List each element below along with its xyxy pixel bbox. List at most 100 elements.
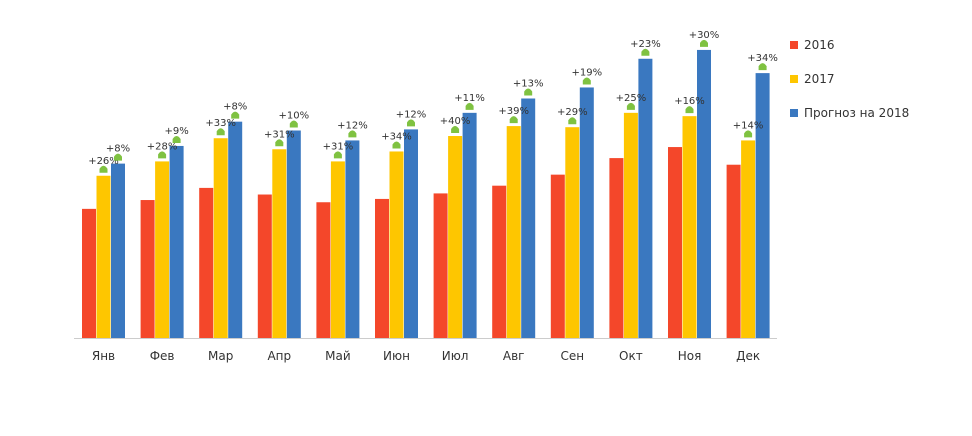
growth-labels-group: +26%+8% +28%+9%+33%+8%+31%+10%+31%+12%+34… [88, 30, 778, 173]
growth-label-2018-5: +12% [396, 109, 427, 120]
growth-marker-2018-1 [172, 135, 181, 143]
legend-label-2018: Прогноз на 2018 [804, 106, 910, 120]
legend-item-2017: 2017 [790, 62, 909, 96]
growth-marker-2017-5 [392, 141, 401, 149]
growth-label-2018-0: +8% [106, 144, 130, 155]
growth-marker-2017-4 [333, 151, 342, 159]
legend-swatch-2016 [790, 41, 798, 49]
growth-marker-2017-6 [451, 126, 460, 134]
growth-marker-2017-9 [626, 102, 635, 110]
bar-2017-5 [389, 151, 404, 338]
bar-2017-4 [330, 161, 345, 338]
bar-прогноз-на-2018-2 [228, 121, 243, 338]
bar-2016-0 [82, 208, 96, 338]
bar-прогноз-на-2018-10 [697, 49, 711, 338]
bar-прогноз-на-2018-6 [462, 112, 477, 338]
growth-label-2018-11: +34% [747, 53, 778, 64]
growth-label-2018-9: +23% [630, 39, 661, 50]
x-tick-labels: Янв Фев Мар Апр Май Июн Июл Авг Сен Окт Ноя Дек [92, 349, 760, 363]
x-tick-11: Дек [736, 349, 760, 363]
growth-label-2018-6: +11% [454, 93, 485, 104]
growth-label-2017-8: +29% [557, 107, 588, 118]
growth-label-2017-5: +34% [381, 131, 412, 142]
bar-2017-2 [213, 138, 228, 338]
growth-marker-2018-10 [700, 39, 708, 47]
growth-marker-2018-6 [465, 102, 474, 110]
legend-label-2017: 2017 [804, 72, 835, 86]
growth-label-2017-9: +25% [616, 93, 647, 104]
bar-2017-3 [272, 149, 287, 338]
bar-2016-10 [668, 147, 682, 338]
bar-прогноз-на-2018-4 [345, 140, 360, 338]
growth-label-2017-11: +14% [733, 120, 764, 131]
growth-marker-2017-10 [685, 106, 694, 114]
x-tick-6: Июл [442, 349, 469, 363]
growth-label-2017-10: +16% [674, 96, 705, 107]
bar-2016-6 [433, 193, 448, 338]
x-tick-5: Июн [383, 349, 410, 363]
growth-marker-2017-11 [744, 130, 753, 138]
x-tick-0: Янв [92, 349, 115, 363]
bar-2016-5 [375, 198, 389, 338]
bar-2016-7 [492, 185, 507, 338]
growth-marker-2018-0 [114, 153, 122, 161]
x-tick-4: Май [325, 349, 351, 363]
growth-marker-2018-4 [348, 130, 357, 138]
x-tick-8: Сен [560, 349, 584, 363]
bar-2017-11 [741, 140, 756, 338]
growth-marker-2018-7 [524, 88, 533, 96]
bar-2016-3 [257, 194, 272, 338]
growth-marker-2017-1 [158, 151, 167, 159]
bar-2016-4 [316, 202, 331, 338]
growth-label-2018-8: +19% [571, 67, 602, 78]
x-tick-3: Апр [267, 349, 291, 363]
legend-item-2018: Прогноз на 2018 [790, 96, 909, 130]
growth-label-2018-1: +9% [164, 126, 188, 137]
growth-marker-2018-5 [407, 119, 415, 127]
bar-2017-7 [506, 126, 521, 338]
bar-прогноз-на-2018-11 [755, 73, 770, 338]
growth-marker-2018-2 [231, 111, 240, 119]
growth-marker-2017-7 [509, 116, 518, 124]
growth-marker-2017-0 [99, 165, 108, 173]
x-tick-10: Ноя [678, 349, 702, 363]
growth-marker-2018-9 [641, 48, 650, 56]
bar-2016-11 [726, 164, 741, 338]
growth-label-2018-10: +30% [689, 30, 720, 41]
bar-прогноз-на-2018-1 [169, 145, 184, 338]
legend-label-2016: 2016 [804, 38, 835, 52]
bars-group [82, 49, 770, 339]
bar-2017-9 [623, 112, 638, 338]
growth-marker-2017-8 [568, 117, 577, 125]
bar-прогноз-на-2018-5 [404, 129, 418, 338]
bar-прогноз-на-2018-8 [579, 87, 594, 338]
bar-прогноз-на-2018-9 [638, 58, 653, 338]
growth-marker-2017-2 [216, 128, 225, 136]
growth-label-2017-1: +28% [147, 141, 178, 152]
x-tick-7: Авг [503, 349, 525, 363]
bar-прогноз-на-2018-0 [111, 163, 125, 338]
growth-label-2018-3: +10% [278, 111, 309, 122]
legend-swatch-2017 [790, 75, 798, 83]
growth-label-2017-0: +26% [88, 156, 119, 167]
bar-2017-10 [682, 116, 697, 339]
legend-swatch-2018 [790, 109, 798, 117]
growth-label-2017-2: +33% [205, 118, 236, 129]
growth-marker-2017-3 [275, 139, 284, 147]
growth-label-2017-6: +40% [440, 116, 471, 127]
growth-label-2017-4: +31% [323, 141, 354, 152]
growth-label-2018-2: +8% [223, 102, 247, 113]
bar-2016-8 [550, 174, 565, 338]
bar-2016-9 [609, 158, 624, 338]
x-tick-9: Окт [619, 349, 643, 363]
growth-label-2018-7: +13% [513, 78, 544, 89]
bar-2016-1 [140, 200, 155, 338]
growth-marker-2018-8 [582, 77, 591, 85]
legend-item-2016: 2016 [790, 28, 909, 62]
bar-прогноз-на-2018-7 [521, 98, 536, 338]
bar-прогноз-на-2018-3 [286, 130, 301, 338]
bar-2017-1 [155, 161, 170, 338]
growth-marker-2018-3 [289, 120, 298, 128]
x-tick-2: Мар [208, 349, 233, 363]
